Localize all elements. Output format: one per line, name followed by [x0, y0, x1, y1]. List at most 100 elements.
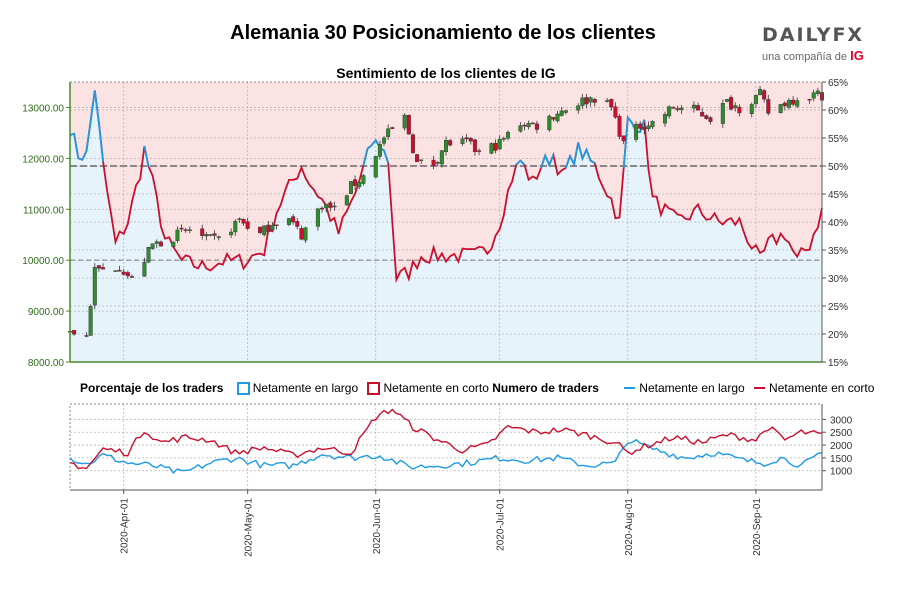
candle-body: [270, 225, 275, 230]
candle-body: [241, 218, 246, 224]
legend-num-short: Netamente en corto: [769, 381, 875, 396]
candle-body: [431, 159, 436, 166]
candle-body: [555, 113, 560, 122]
candle-body: [101, 267, 106, 270]
legend-pct-short: Netamente en corto: [383, 381, 489, 396]
candle-body: [121, 271, 126, 275]
candle-body: [419, 159, 424, 161]
pct-tick-label: 15%: [828, 358, 848, 369]
candle-body: [621, 135, 626, 142]
candle-body: [373, 156, 378, 178]
count-tick-label: 1500: [830, 454, 853, 465]
candle-body: [489, 143, 494, 154]
candle-body: [522, 124, 527, 127]
candle-body: [125, 272, 130, 277]
candle-body: [154, 241, 159, 244]
logo-wordmark: DAILYFX: [762, 24, 865, 46]
candle-body: [262, 225, 267, 235]
legend-long-swatch: [236, 381, 250, 395]
candle-body: [505, 131, 510, 139]
candle-body: [464, 137, 469, 140]
candle-body: [815, 90, 820, 94]
candle-body: [795, 100, 800, 107]
price-tick-label: 13000.00: [22, 103, 64, 114]
candle-body: [497, 138, 502, 150]
candle-body: [117, 269, 122, 272]
x-tick-label: 2020-Apr-01: [120, 498, 131, 554]
candle-body: [613, 106, 618, 118]
candle-body: [435, 161, 440, 164]
candle-body: [377, 143, 382, 157]
candle-body: [518, 125, 523, 132]
candles-group: [67, 85, 825, 338]
candle-body: [286, 218, 291, 225]
pct-tick-label: 40%: [828, 218, 848, 229]
pct-tick-label: 25%: [828, 302, 848, 313]
legend-num-long-swatch: [624, 387, 636, 390]
candle-body: [448, 140, 453, 146]
dailyfx-logo[interactable]: DAILYFX una compañía de IG: [762, 24, 868, 63]
count-tick-label: 2500: [830, 428, 853, 439]
candle-body: [592, 99, 597, 103]
candle-body: [753, 95, 758, 105]
candle-body: [667, 106, 672, 117]
candle-body: [187, 229, 192, 231]
bottom-panel-frame: [69, 403, 823, 491]
candle-body: [299, 228, 304, 240]
candle-body: [766, 99, 771, 114]
count-tick-label: 3000: [830, 415, 853, 426]
candle-body: [303, 227, 308, 241]
candle-body: [332, 205, 337, 208]
candle-body: [778, 104, 783, 113]
candle-body: [237, 218, 242, 220]
count-tick-label: 2000: [830, 441, 853, 452]
pct-tick-label: 45%: [828, 190, 848, 201]
candle-body: [410, 134, 415, 154]
candle-body: [708, 117, 713, 122]
candle-body: [353, 179, 358, 186]
candle-body: [662, 114, 667, 124]
pct-tick-label: 30%: [828, 274, 848, 285]
candle-body: [675, 108, 680, 110]
candle-body: [811, 92, 816, 99]
candle-body: [88, 306, 93, 336]
candle-body: [642, 126, 647, 130]
candle-body: [92, 267, 97, 306]
candle-body: [749, 104, 754, 115]
candle-body: [460, 138, 465, 144]
candle-body: [212, 233, 217, 236]
candle-body: [609, 99, 614, 108]
candle-body: [315, 208, 320, 227]
long-pct-line: [69, 90, 646, 169]
x-tick-label: 2020-Jun-01: [372, 498, 383, 555]
price-tick-label: 10000.00: [22, 256, 64, 267]
candle-body: [547, 115, 552, 131]
candle-body: [382, 137, 387, 144]
candle-body: [216, 236, 221, 238]
candle-body: [171, 241, 176, 247]
candle-body: [758, 88, 763, 96]
candle-body: [245, 221, 250, 229]
candle-body: [729, 97, 734, 110]
candle-body: [650, 121, 655, 128]
candle-body: [357, 181, 362, 188]
candle-body: [671, 107, 676, 109]
candle-body: [584, 97, 589, 105]
candle-body: [258, 226, 263, 233]
candle-body: [208, 234, 213, 236]
pct-tick-label: 60%: [828, 106, 848, 117]
candle-body: [179, 227, 184, 230]
page-title: Alemania 30 Posicionamiento de los clien…: [230, 22, 656, 44]
candle-body: [439, 150, 444, 165]
chart-subtitle: Sentimiento de los clientes de IG: [336, 65, 556, 81]
price-tick-label: 11000.00: [23, 205, 64, 216]
candle-body: [733, 105, 738, 109]
candle-body: [84, 335, 89, 337]
candle-body: [477, 150, 482, 152]
candle-body: [415, 154, 420, 163]
candle-body: [588, 97, 593, 103]
pct-tick-label: 55%: [828, 134, 848, 145]
candle-body: [646, 125, 651, 129]
candle-body: [782, 102, 787, 107]
candle-body: [559, 110, 564, 116]
